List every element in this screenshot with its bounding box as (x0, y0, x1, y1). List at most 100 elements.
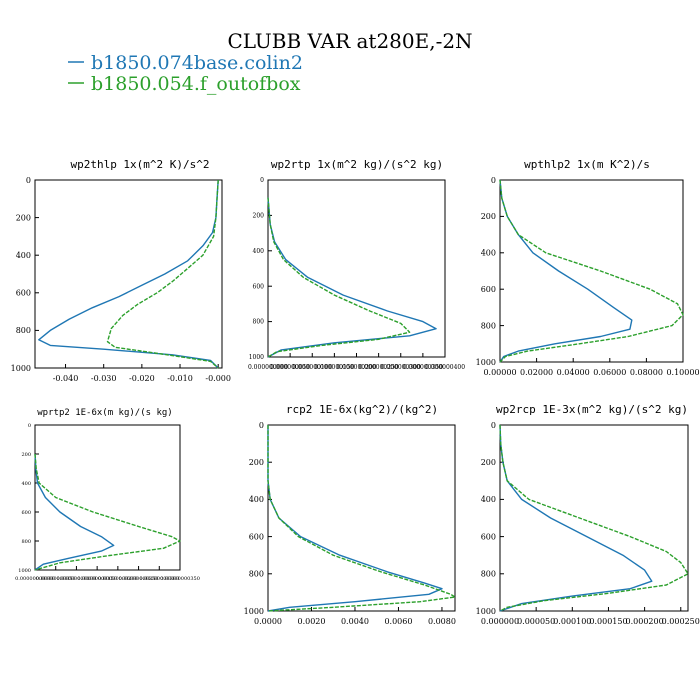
series-line-base (499, 179, 633, 363)
panel-5: rcp2 1E-6x(kg^2)/(kg^2) 0 200 400 600 800 1000… (244, 403, 456, 626)
x-tick-label: 0.0060 (384, 617, 412, 626)
y-tick-label: 400 (481, 495, 496, 504)
x-tick-label: 0.000000050 (270, 364, 310, 371)
y-tick-label: 600 (481, 285, 496, 294)
plot-frame (267, 179, 446, 358)
y-tick-label: 600 (481, 532, 496, 541)
panel-1: wp2thlp 1x(m^2 K)/s^2 0 200 400 600 800 1000 -0… (11, 158, 231, 383)
plot-frame (34, 179, 223, 369)
x-tick-label: 0.000150 (589, 617, 627, 626)
x-tick-label: 0.000000300 (381, 364, 421, 371)
x-tick-label: 0.00000000000 (15, 576, 55, 582)
x-tick-label: 0.10000 (666, 368, 699, 377)
plot-frame (34, 424, 181, 571)
panel-title: wpthlp2 1x(m K^2)/s (524, 158, 650, 171)
panel-6: wp2rcp 1E-3x(m^2 kg)/(s^2 kg)0 200 400 600 8… (476, 403, 700, 626)
y-tick-label: 800 (21, 539, 31, 545)
legend-label-outofbox: b1850.054.f_outofbox (91, 73, 301, 95)
legend-label-base: b1850.074base.colin2 (91, 52, 303, 74)
y-tick-label: 1000 (249, 354, 264, 361)
y-tick-label: 200 (16, 213, 31, 222)
y-tick-label: 600 (253, 283, 265, 290)
series-line-base (499, 424, 653, 612)
y-tick-label: 0 (26, 176, 31, 185)
y-tick-label: 400 (16, 251, 31, 260)
panel-title: wp2rcp 1E-3x(m^2 kg)/(s^2 kg) (496, 403, 688, 416)
x-tick-label: 0.0000 (254, 617, 282, 626)
y-tick-label: 600 (249, 532, 264, 541)
x-tick-label: -0.040 (53, 374, 79, 383)
x-tick-label: 0.0040 (341, 617, 369, 626)
panel-4: wprtp2 1E-6x(m kg)/(s kg) 0 200 400 600 800 10… (15, 408, 200, 582)
x-tick-label: 0.00000000250 (119, 576, 159, 582)
x-tick-label: -0.010 (167, 374, 193, 383)
y-tick-label: 200 (21, 452, 31, 458)
x-tick-label: 0.04000 (557, 368, 590, 377)
x-tick-label: 0.000000350 (403, 364, 443, 371)
series-line-outofbox (499, 424, 689, 612)
x-tick-label: 0.000000150 (314, 364, 354, 371)
series-line-base (267, 197, 437, 358)
x-tick-label: -0.020 (129, 374, 155, 383)
panel-title: wprtp2 1E-6x(m kg)/(s kg) (37, 408, 172, 418)
y-tick-label: 800 (253, 319, 265, 326)
y-tick-label: 800 (481, 321, 496, 330)
panel-title: wp2rtp 1x(m^2 kg)/(s^2 kg) (271, 158, 443, 171)
series-line-outofbox (267, 197, 411, 358)
series-line-base (38, 179, 219, 369)
y-tick-label: 400 (249, 495, 264, 504)
y-tick-label: 400 (253, 248, 265, 255)
y-tick-label: 800 (249, 570, 264, 579)
series-line-outofbox (34, 453, 181, 571)
y-tick-label: 800 (16, 326, 31, 335)
y-tick-label: 800 (481, 570, 496, 579)
series-line-outofbox (106, 179, 219, 369)
x-tick-label: 0.000000000 (248, 364, 288, 371)
panel-title: rcp2 1E-6x(kg^2)/(kg^2) (286, 403, 438, 416)
x-tick-label: 0.08000 (630, 368, 663, 377)
y-tick-label: 1000 (476, 358, 496, 367)
y-tick-label: 600 (21, 510, 31, 516)
x-tick-label: 0.000100 (553, 617, 591, 626)
series-line-outofbox (267, 425, 456, 612)
panel-3: wpthlp2 1x(m K^2)/s 0 200 400 600 800 10000.00… (476, 158, 700, 377)
panels-grid: wp2thlp 1x(m^2 K)/s^2 0 200 400 600 800 1000 -0… (11, 158, 700, 626)
x-tick-label: 0.000000400 (425, 364, 465, 371)
y-tick-label: 200 (253, 213, 265, 220)
x-tick-label: 0.000000200 (336, 364, 376, 371)
x-tick-label: 0.000000 (481, 617, 519, 626)
y-tick-label: 200 (249, 458, 264, 467)
panel-2: wp2rtp 1x(m^2 kg)/(s^2 kg) 0 200 400 600 800 1… (248, 158, 465, 371)
y-tick-label: 1000 (11, 364, 31, 373)
x-tick-label: 0.06000 (593, 368, 626, 377)
y-tick-label: 200 (481, 458, 496, 467)
y-tick-label: 1000 (244, 607, 264, 616)
x-tick-label: 0.00000000150 (77, 576, 117, 582)
x-tick-label: 0.00000000350 (160, 576, 200, 582)
plot-frame (267, 424, 456, 612)
x-tick-label: -0.000 (205, 374, 231, 383)
y-tick-label: 400 (481, 249, 496, 258)
x-tick-label: 0.000250 (662, 617, 700, 626)
y-tick-label: 1000 (476, 607, 496, 616)
y-tick-label: 200 (481, 212, 496, 221)
y-tick-label: 0 (259, 421, 264, 430)
y-tick-label: 0 (260, 177, 264, 184)
panel-title: wp2thlp 1x(m^2 K)/s^2 (70, 158, 209, 171)
y-tick-label: 400 (21, 481, 31, 487)
y-tick-label: 600 (16, 289, 31, 298)
x-tick-label: 0.000200 (626, 617, 664, 626)
x-tick-label: 0.00000000050 (36, 576, 76, 582)
x-tick-label: 0.000050 (517, 617, 555, 626)
legend: b1850.074base.colin2 b1850.054.f_outofbo… (68, 52, 303, 95)
y-tick-label: 0 (491, 176, 496, 185)
series-line-outofbox (499, 179, 684, 363)
x-tick-label: 0.02000 (520, 368, 553, 377)
plot-frame (499, 424, 689, 612)
x-tick-label: 0.0020 (297, 617, 325, 626)
x-tick-label: 0.00000000200 (98, 576, 138, 582)
series-line-base (34, 453, 115, 571)
y-tick-label: 0 (28, 423, 31, 429)
x-tick-label: 0.00000000100 (57, 576, 97, 582)
x-tick-label: 0.0080 (428, 617, 456, 626)
